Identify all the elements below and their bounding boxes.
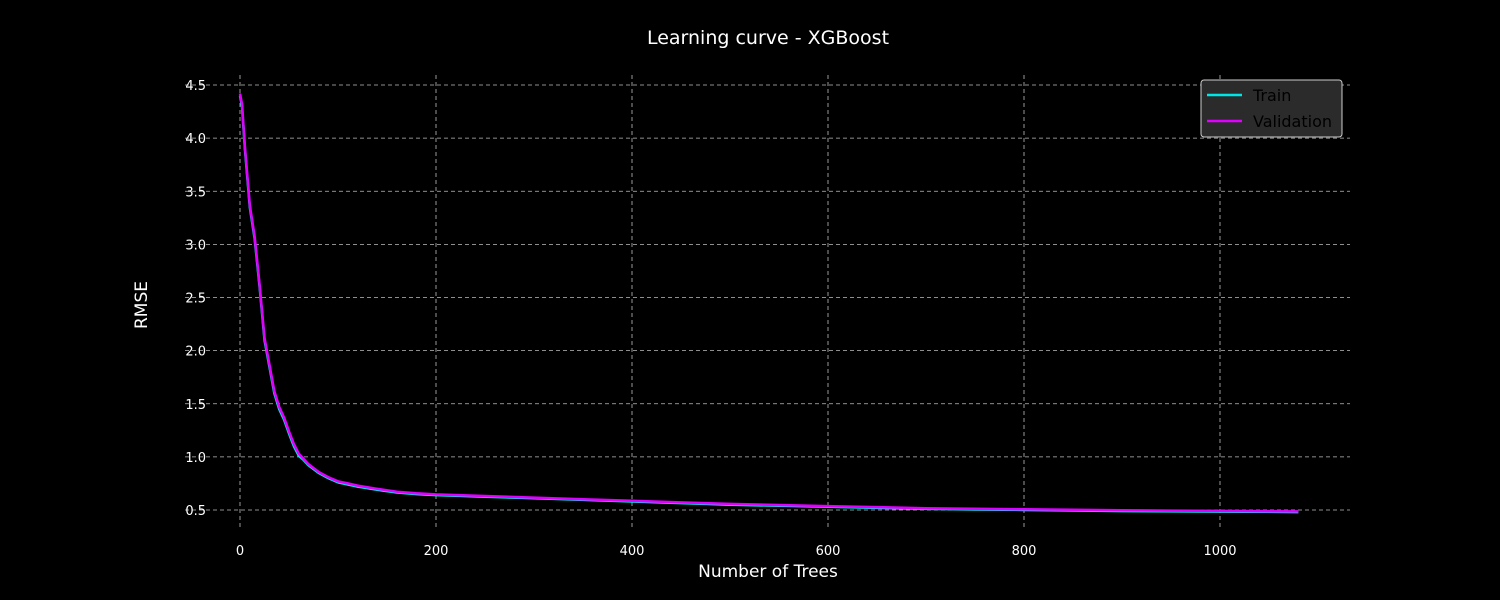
x-tick-label: 800 bbox=[1012, 544, 1037, 559]
x-tick-label: 1000 bbox=[1203, 544, 1236, 559]
y-tick-label: 1.5 bbox=[185, 398, 206, 413]
y-tick-label: 4.5 bbox=[185, 79, 206, 94]
series-lines bbox=[238, 93, 1299, 514]
x-tick-label: 600 bbox=[816, 544, 841, 559]
grid bbox=[185, 75, 1350, 530]
tick-labels: 0 200 400 600 800 1000 0.5 1.0 1.5 2.0 2.5 3.0 3.5 4.… bbox=[185, 79, 1236, 559]
y-tick-label: 2.0 bbox=[185, 345, 206, 360]
x-tick-label: 200 bbox=[424, 544, 449, 559]
x-tick-label: 0 bbox=[236, 544, 244, 559]
legend-validation-label: Validation bbox=[1253, 112, 1332, 131]
y-tick-label: 1.0 bbox=[185, 451, 206, 466]
y-axis-label: RMSE bbox=[132, 281, 152, 329]
x-tick-label: 400 bbox=[620, 544, 645, 559]
x-axis-label: Number of Trees bbox=[698, 562, 838, 582]
y-tick-label: 0.5 bbox=[185, 504, 206, 519]
legend: Train Validation bbox=[1200, 79, 1343, 138]
series-line-validation bbox=[238, 93, 1299, 513]
legend-train-label: Train bbox=[1252, 86, 1291, 105]
y-tick-label: 3.5 bbox=[185, 185, 206, 200]
chart-title: Learning curve - XGBoost bbox=[647, 27, 889, 49]
y-tick-label: 2.5 bbox=[185, 292, 206, 307]
y-tick-label: 3.0 bbox=[185, 238, 206, 253]
y-tick-label: 4.0 bbox=[185, 132, 206, 147]
